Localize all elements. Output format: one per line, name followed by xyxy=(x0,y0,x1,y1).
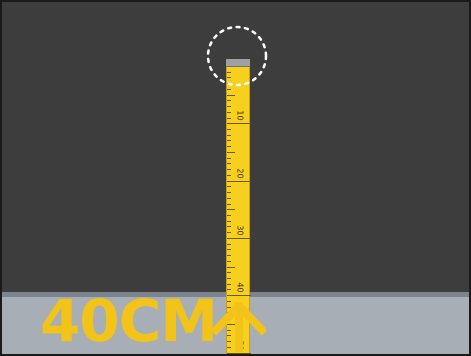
tape-tick xyxy=(227,214,231,216)
tape-label: 20 xyxy=(235,168,245,179)
tape-tick xyxy=(227,255,231,257)
tape-tick xyxy=(227,123,251,125)
tape-tick xyxy=(227,260,231,262)
tape-tick xyxy=(227,111,231,113)
tape-tick xyxy=(227,341,231,343)
tape-tick xyxy=(227,335,231,337)
tape-tick xyxy=(227,329,231,331)
tape-tick xyxy=(227,169,231,171)
tape-tick xyxy=(227,300,231,302)
tape-tick xyxy=(227,100,231,102)
tape-tick xyxy=(227,346,231,348)
tape-tick xyxy=(227,88,231,90)
height-value: 40 xyxy=(40,287,120,355)
tape-tick xyxy=(227,146,231,148)
tape-tick xyxy=(227,249,231,251)
tape-tick xyxy=(227,283,231,285)
tape-tick xyxy=(227,186,231,188)
tape-tick xyxy=(227,289,231,291)
tape-tick xyxy=(227,163,231,165)
tape-tick xyxy=(227,94,235,96)
tape-tick xyxy=(227,266,235,268)
tape-tick xyxy=(227,140,231,142)
tape-label: 30 xyxy=(235,225,245,236)
tape-tick xyxy=(227,117,231,119)
tape-tick xyxy=(227,226,231,228)
up-arrow-icon xyxy=(212,302,266,352)
tape-tick xyxy=(227,209,235,211)
height-readout: 40CM xyxy=(40,292,218,350)
tape-tick xyxy=(227,278,231,279)
tape-tick xyxy=(227,129,231,131)
height-unit: CM xyxy=(118,287,218,355)
tape-end-cap xyxy=(226,59,250,67)
tape-tick xyxy=(227,232,231,234)
tape-tick xyxy=(227,151,235,153)
tape-tick xyxy=(227,192,231,194)
tape-tick xyxy=(227,180,251,182)
tape-tick xyxy=(227,323,235,325)
tape-tick xyxy=(227,134,231,136)
tape-tick xyxy=(227,352,251,354)
tape-tick xyxy=(227,203,231,205)
tape-tick xyxy=(227,157,231,159)
tape-tick xyxy=(227,77,231,79)
tape-tick xyxy=(227,243,231,245)
tape-tick xyxy=(227,220,231,222)
tape-label: 10 xyxy=(235,110,245,121)
tape-tick xyxy=(227,174,231,176)
tape-tick xyxy=(227,295,251,297)
tape-tick xyxy=(227,306,231,308)
tape-tick xyxy=(227,106,231,108)
tape-tick xyxy=(227,237,251,239)
tape-tick xyxy=(227,197,231,199)
dashed-circle-drag-handle-icon[interactable] xyxy=(205,24,269,88)
tape-tick xyxy=(227,71,231,73)
tape-tick xyxy=(227,272,231,274)
tape-label: 40 xyxy=(235,282,245,293)
